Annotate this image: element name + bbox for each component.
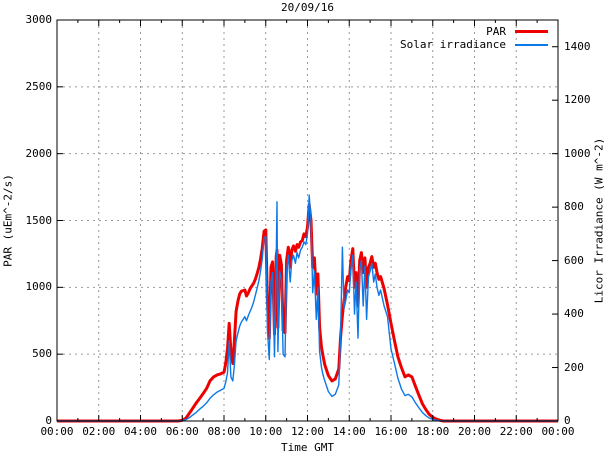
x-tick-label: 00:00	[40, 425, 74, 438]
grid-lines	[57, 20, 558, 421]
x-tick-label: 14:00	[332, 425, 366, 438]
x-tick-label: 04:00	[123, 425, 158, 438]
legend-line-sample-solar-irradiance	[515, 43, 548, 46]
y-left-tick-label: 2000	[25, 146, 53, 160]
y-left-tick-label: 2500	[25, 79, 53, 93]
legend-item-par: PAR	[400, 25, 548, 38]
x-tick-label: 06:00	[165, 425, 199, 438]
x-axis-label: Time GMT	[281, 441, 334, 454]
legend-label-par: PAR	[486, 25, 506, 38]
x-tick-label: 16:00	[374, 425, 408, 438]
legend-item-solar-irradiance: Solar irradiance	[400, 38, 548, 51]
x-tick-label: 08:00	[207, 425, 241, 438]
y-right-tick-label: 1400	[564, 39, 591, 53]
x-tick-label: 20:00	[457, 425, 492, 438]
y-left-tick-label: 1500	[25, 213, 53, 227]
x-tick-label: 00:00	[541, 425, 575, 438]
x-tick-label: 12:00	[290, 425, 325, 438]
chart-title: 20/09/16	[281, 1, 334, 14]
y-left-tick-label: 0	[45, 414, 52, 427]
y-left-tick-label: 500	[32, 347, 52, 361]
x-tick-label: 22:00	[499, 425, 533, 438]
axes-and-ticks	[56, 19, 559, 422]
data-series	[57, 194, 558, 423]
legend: PAR Solar irradiance	[400, 25, 548, 51]
y-left-tick-label: 3000	[25, 13, 53, 26]
y-right-tick-label: 400	[564, 307, 584, 321]
legend-label-solar-irradiance: Solar irradiance	[400, 38, 506, 51]
y-right-tick-label: 0	[564, 414, 571, 427]
y-right-tick-label: 800	[564, 200, 584, 214]
x-tick-label: 10:00	[249, 425, 283, 438]
x-tick-label: 18:00	[416, 425, 450, 438]
legend-line-sample-par	[515, 30, 548, 33]
y-left-tick-label: 1000	[25, 280, 53, 294]
y-right-tick-label: 200	[564, 360, 584, 374]
y-right-tick-label: 600	[564, 253, 584, 267]
x-tick-label: 02:00	[82, 425, 116, 438]
y-right-tick-label: 1000	[564, 146, 591, 160]
y-right-tick-label: 1200	[564, 93, 591, 107]
